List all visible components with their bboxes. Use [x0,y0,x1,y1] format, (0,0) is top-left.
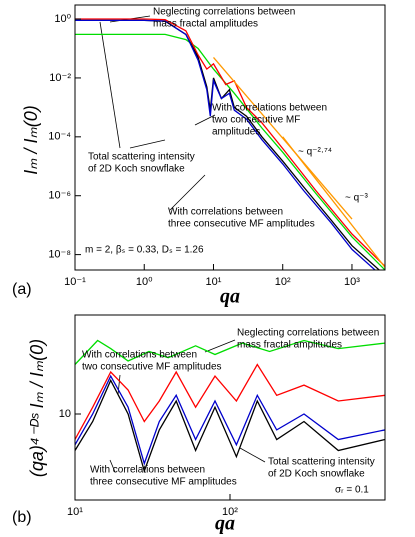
data-line [75,378,385,474]
data-line [75,19,381,270]
annotation: Neglecting correlations between [237,328,379,339]
y-axis-label: (qa)⁴⁻ᴰˢ Iₘ / Iₘ(0) [27,339,47,477]
annotation: mass fractal amplitudes [153,19,258,30]
data-line [75,374,385,466]
data-line [282,136,385,268]
annotation: mass fractal amplitudes [237,340,342,351]
x-tick-label: 10⁰ [136,276,153,288]
y-axis-label: Iₘ / Iₘ(0) [21,105,41,174]
annotation: ~ q⁻²·⁷⁴ [298,147,332,158]
annotation: With correlations between [212,103,327,114]
annotation: Total scattering intensity [268,457,375,468]
data-line [75,339,385,365]
annotation: Total scattering intensity [88,152,195,163]
annotation: With correlations between [168,207,283,218]
plot-frame [74,4,386,271]
annotation: m = 2, βₛ = 0.33, Dₛ = 1.26 [85,245,204,256]
x-tick-label: 10⁻¹ [64,276,86,288]
annotation: amplitudes [212,127,260,138]
annotation: With correlations between [90,465,205,476]
annotation: Neglecting correlations between [153,7,295,18]
annotation: two consecutive MF amplitudes [82,362,222,373]
x-tick-label: 10² [222,506,238,518]
x-axis-label: qa [215,513,235,535]
data-line [75,363,385,440]
y-tick-label: 10⁰ [54,13,71,25]
y-tick-label: 10⁻⁶ [48,190,71,202]
annotation: of 2D Koch snowflake [88,164,185,175]
annotation: three consecutive MF amplitudes [90,477,237,488]
y-tick-label: 10⁻⁴ [48,131,71,143]
annotation: two consecutive MF [212,115,300,126]
data-line [75,19,377,270]
annotation: of 2D Koch snowflake [268,469,365,480]
x-tick-label: 10³ [344,276,360,288]
x-tick-label: 10¹ [67,506,83,518]
y-tick-label: 10 [59,408,71,420]
data-line [75,18,385,267]
annotation: σᵣ = 0.1 [335,485,369,496]
annotation: three consecutive MF amplitudes [168,219,315,230]
x-axis-label: qa [220,286,240,308]
annotation: ~ q⁻³ [345,193,368,204]
data-line [213,56,353,220]
y-tick-label: 10⁻⁸ [48,249,71,261]
panel-label: (b) [12,509,32,526]
x-tick-label: 10² [275,276,291,288]
y-tick-label: 10⁻² [49,72,71,84]
x-tick-label: 10¹ [206,276,222,288]
annotation: With correlations between [82,350,197,361]
panel-label: (a) [12,281,32,298]
